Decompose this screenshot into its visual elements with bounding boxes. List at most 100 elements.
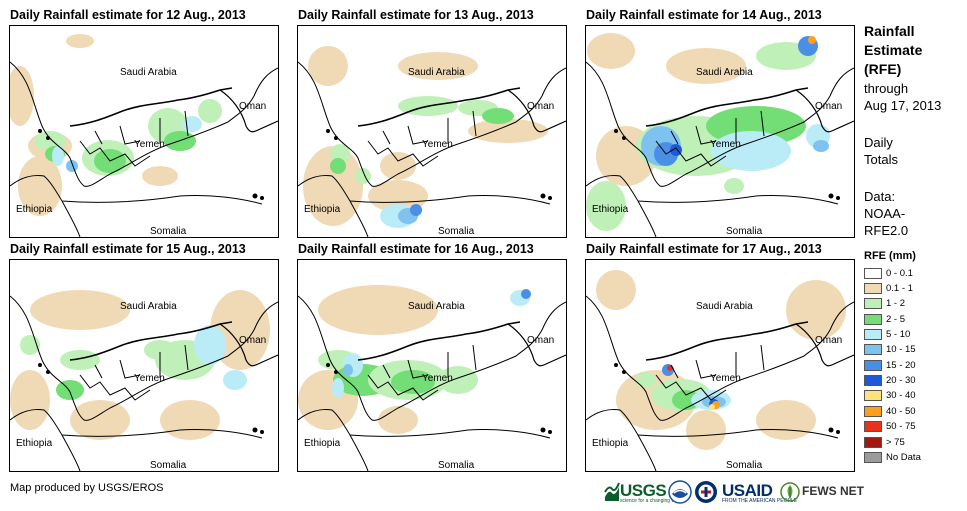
island xyxy=(836,430,840,434)
rainfall-map xyxy=(10,290,278,471)
rainfall-area xyxy=(709,404,715,410)
data-line: RFE2.0 xyxy=(864,223,909,238)
governorate-boundaries xyxy=(367,344,477,401)
legend-swatch xyxy=(864,360,882,371)
rainfall-area xyxy=(10,370,50,430)
legend-swatch xyxy=(864,452,882,463)
oman-border xyxy=(507,89,566,133)
panel-title: Daily Rainfall estimate for 13 Aug., 201… xyxy=(298,8,534,22)
usgs-wordmark: USGS xyxy=(620,481,667,500)
fews-leaf-icon xyxy=(780,482,800,502)
coastline xyxy=(298,295,566,421)
through-label: through xyxy=(864,81,909,96)
boundary-layer xyxy=(298,295,566,471)
somalia-border xyxy=(61,200,81,237)
legend-label: 40 - 50 xyxy=(886,406,916,417)
somalia-border xyxy=(349,200,369,237)
island xyxy=(548,430,552,434)
island xyxy=(614,363,618,367)
data-source-block: Data: NOAA- RFE2.0 xyxy=(864,188,908,239)
rainfall-area xyxy=(724,178,744,194)
map-frame: Saudi Arabia Oman Yemen Ethiopia Somalia xyxy=(297,259,567,472)
legend-label: 2 - 5 xyxy=(886,314,906,325)
country-label-yemen: Yemen xyxy=(422,139,453,150)
noaa-logo[interactable] xyxy=(668,478,692,506)
rainfall-map xyxy=(586,270,854,471)
rainfall-area xyxy=(586,181,626,231)
rainfall-area xyxy=(30,290,130,330)
rainfall-area xyxy=(198,99,222,123)
country-label-somalia: Somalia xyxy=(726,460,763,471)
legend-label: 1 - 2 xyxy=(886,298,906,309)
legend-label: 20 - 30 xyxy=(886,375,916,386)
legend-label: No Data xyxy=(886,452,921,463)
island xyxy=(260,196,264,200)
african-coastline xyxy=(298,175,551,205)
country-label-somalia: Somalia xyxy=(726,226,763,237)
through-date: Aug 17, 2013 xyxy=(864,98,942,113)
legend-item: 15 - 20 xyxy=(864,360,916,371)
country-label-saudi-arabia: Saudi Arabia xyxy=(696,67,753,78)
daily-line: Daily xyxy=(864,135,893,150)
oman-border xyxy=(219,89,278,133)
african-coastline xyxy=(10,175,263,205)
rainfall-layer xyxy=(303,46,548,228)
rainfall-area xyxy=(52,146,64,166)
island xyxy=(828,427,834,433)
island xyxy=(260,430,264,434)
rainfall-area xyxy=(756,400,816,440)
country-label-oman: Oman xyxy=(239,335,267,346)
rainfall-area xyxy=(332,378,344,398)
legend-swatch xyxy=(864,268,882,279)
rainfall-area xyxy=(194,325,226,365)
map-frame: Saudi Arabia Oman Yemen Ethiopia Somalia xyxy=(297,25,567,238)
island xyxy=(622,370,626,374)
country-label-saudi-arabia: Saudi Arabia xyxy=(120,301,177,312)
saudi-yemen-border xyxy=(645,87,809,127)
map-panel-14-aug: Daily Rainfall estimate for 14 Aug., 201… xyxy=(585,5,865,238)
legend-label: 0.1 - 1 xyxy=(886,283,913,294)
rainfall-area xyxy=(468,119,548,143)
country-label-somalia: Somalia xyxy=(438,226,475,237)
governorate-boundaries xyxy=(79,344,189,401)
rainfall-area xyxy=(686,410,726,450)
island xyxy=(540,193,546,199)
panel-title: Daily Rainfall estimate for 14 Aug., 201… xyxy=(586,8,822,22)
country-label-ethiopia: Ethiopia xyxy=(304,204,341,215)
island xyxy=(622,136,626,140)
country-label-yemen: Yemen xyxy=(710,139,741,150)
rainfall-area xyxy=(380,152,416,180)
coastline xyxy=(10,295,278,421)
coastline xyxy=(586,295,854,421)
rainfall-area xyxy=(343,364,353,376)
map-panel-16-aug: Daily Rainfall estimate for 16 Aug., 201… xyxy=(297,239,577,472)
country-label-ethiopia: Ethiopia xyxy=(592,204,629,215)
country-label-oman: Oman xyxy=(527,101,555,112)
island xyxy=(326,129,330,133)
rainfall-area xyxy=(587,33,635,69)
governorate-boundaries xyxy=(655,110,765,167)
usgs-logo[interactable]: USGS science for a changing world xyxy=(604,478,686,506)
legend-item: 20 - 30 xyxy=(864,375,916,386)
country-label-yemen: Yemen xyxy=(710,373,741,384)
island xyxy=(46,136,50,140)
rainfall-area xyxy=(813,140,829,152)
sidebar-title-line: Estimate xyxy=(864,42,923,58)
saudi-yemen-border xyxy=(69,321,233,361)
rainfall-area xyxy=(66,34,94,48)
rainfall-area xyxy=(308,46,348,86)
map-frame: Saudi Arabia Oman Yemen Ethiopia Somalia xyxy=(9,259,279,472)
rainfall-layer xyxy=(298,285,531,434)
data-line: Data: xyxy=(864,189,896,204)
country-label-somalia: Somalia xyxy=(150,226,187,237)
african-coastline xyxy=(586,409,839,439)
usaid-logo[interactable]: USAID FROM THE AMERICAN PEOPLE xyxy=(694,478,797,506)
island xyxy=(38,363,42,367)
legend-swatch xyxy=(864,406,882,417)
island xyxy=(38,129,42,133)
governorate-boundaries xyxy=(655,344,765,401)
boundary-layer xyxy=(298,61,566,237)
fews-net-logo[interactable]: FEWS NET xyxy=(780,478,864,506)
island xyxy=(828,193,834,199)
somalia-border xyxy=(637,200,657,237)
